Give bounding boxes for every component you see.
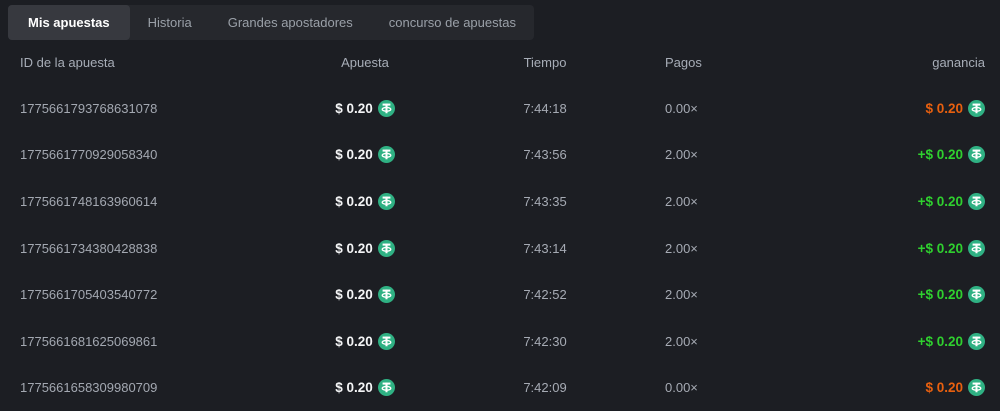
gain-cell: +$ 0.20 — [770, 239, 985, 257]
tab-historia[interactable]: Historia — [147, 15, 192, 30]
tether-icon — [968, 286, 985, 304]
bet-cell: $ 0.20 — [300, 379, 430, 397]
row-payout: 2.00× — [665, 147, 698, 163]
bet-cell: $ 0.20 — [300, 332, 430, 350]
bet-cell: $ 0.20 — [300, 99, 430, 117]
row-time: 7:44:18 — [523, 100, 567, 116]
row-id: 1775661681625069861 — [20, 333, 158, 349]
row-bet-amount: $ 0.20 — [335, 100, 373, 116]
tab-mis-apuestas[interactable]: Mis apuestas — [8, 5, 130, 40]
row-id: 1775661705403540772 — [20, 287, 158, 303]
table-row: 1775661770929058340 $ 0.20 7:43:56 2.00×… — [0, 132, 1000, 179]
tab-grandes-apostadores[interactable]: Grandes apostadores — [227, 15, 353, 30]
tether-icon — [377, 332, 395, 350]
column-header-gain: ganancia — [932, 54, 985, 70]
gain-cell: $ 0.20 — [770, 379, 985, 397]
tether-icon — [968, 379, 985, 397]
row-time: 7:43:35 — [523, 193, 567, 209]
gain-cell: +$ 0.20 — [770, 286, 985, 304]
row-gain-amount: +$ 0.20 — [917, 240, 963, 256]
row-gain-amount: $ 0.20 — [925, 100, 963, 116]
bet-cell: $ 0.20 — [300, 286, 430, 304]
bet-cell: $ 0.20 — [300, 192, 430, 210]
column-header-payout: Pagos — [665, 54, 702, 70]
row-bet-amount: $ 0.20 — [335, 380, 373, 396]
row-time: 7:42:09 — [523, 380, 567, 396]
row-bet-amount: $ 0.20 — [335, 333, 373, 349]
row-time: 7:43:14 — [523, 240, 567, 256]
column-header-bet-id: ID de la apuesta — [20, 54, 115, 70]
tether-icon — [968, 192, 985, 210]
tether-icon — [377, 239, 395, 257]
tether-icon — [968, 239, 985, 257]
row-time: 7:42:30 — [523, 333, 567, 349]
row-gain-amount: +$ 0.20 — [917, 287, 963, 303]
row-payout: 0.00× — [665, 100, 698, 116]
row-payout: 2.00× — [665, 287, 698, 303]
tether-icon — [377, 146, 395, 164]
row-bet-amount: $ 0.20 — [335, 193, 373, 209]
row-payout: 2.00× — [665, 333, 698, 349]
table-header: ID de la apuesta Apuesta Tiempo Pagos ga… — [0, 48, 1000, 76]
tether-icon — [968, 146, 985, 164]
table-row: 1775661793768631078 $ 0.20 7:44:18 0.00×… — [0, 85, 1000, 132]
gain-cell: +$ 0.20 — [770, 332, 985, 350]
table-row: 1775661705403540772 $ 0.20 7:42:52 2.00×… — [0, 271, 1000, 318]
row-bet-amount: $ 0.20 — [335, 240, 373, 256]
table-row: 1775661658309980709 $ 0.20 7:42:09 0.00×… — [0, 365, 1000, 411]
row-bet-amount: $ 0.20 — [335, 287, 373, 303]
tab-bar: Mis apuestas Historia Grandes apostadore… — [8, 5, 534, 40]
tab-concurso-de-apuestas[interactable]: concurso de apuestas — [388, 15, 516, 30]
row-payout: 2.00× — [665, 193, 698, 209]
row-gain-amount: +$ 0.20 — [917, 193, 963, 209]
gain-cell: $ 0.20 — [770, 99, 985, 117]
tether-icon — [377, 99, 395, 117]
row-time: 7:42:52 — [523, 287, 567, 303]
tether-icon — [377, 286, 395, 304]
tether-icon — [968, 99, 985, 117]
column-header-bet: Apuesta — [341, 54, 389, 70]
row-payout: 2.00× — [665, 240, 698, 256]
bet-cell: $ 0.20 — [300, 239, 430, 257]
table-body: 1775661793768631078 $ 0.20 7:44:18 0.00×… — [0, 85, 1000, 400]
row-gain-amount: $ 0.20 — [925, 380, 963, 396]
tether-icon — [968, 332, 985, 350]
row-id: 1775661734380428838 — [20, 240, 158, 256]
column-header-time: Tiempo — [523, 54, 567, 70]
row-gain-amount: +$ 0.20 — [917, 333, 963, 349]
row-id: 1775661793768631078 — [20, 100, 158, 116]
gain-cell: +$ 0.20 — [770, 192, 985, 210]
table-row: 1775661681625069861 $ 0.20 7:42:30 2.00×… — [0, 318, 1000, 365]
row-gain-amount: +$ 0.20 — [917, 147, 963, 163]
table-row: 1775661748163960614 $ 0.20 7:43:35 2.00×… — [0, 178, 1000, 225]
row-id: 1775661770929058340 — [20, 147, 158, 163]
table-row: 1775661734380428838 $ 0.20 7:43:14 2.00×… — [0, 225, 1000, 272]
bet-cell: $ 0.20 — [300, 146, 430, 164]
row-time: 7:43:56 — [523, 147, 567, 163]
row-bet-amount: $ 0.20 — [335, 147, 373, 163]
row-id: 1775661748163960614 — [20, 193, 158, 209]
row-payout: 0.00× — [665, 380, 698, 396]
row-id: 1775661658309980709 — [20, 380, 158, 396]
gain-cell: +$ 0.20 — [770, 146, 985, 164]
tether-icon — [377, 379, 395, 397]
tether-icon — [377, 192, 395, 210]
